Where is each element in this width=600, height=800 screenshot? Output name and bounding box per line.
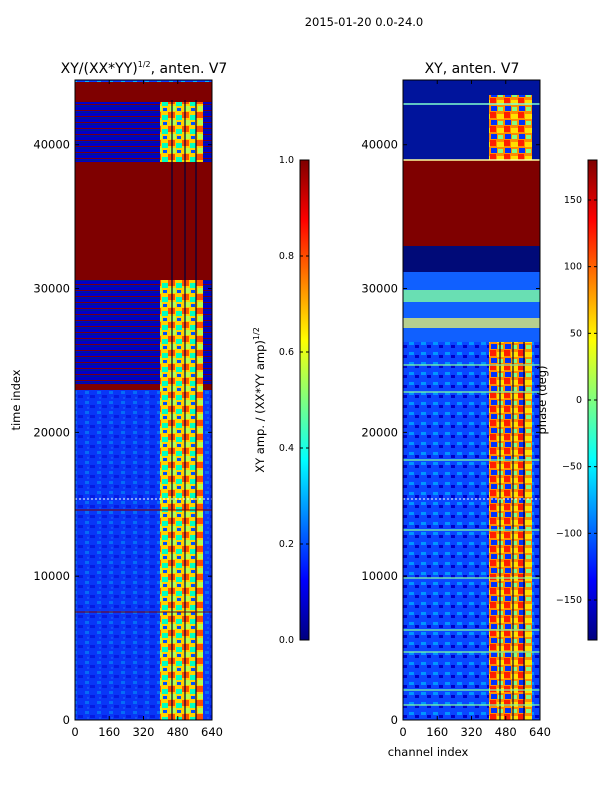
phase-colorbar-tick-label: 50	[570, 328, 582, 339]
amplitude-heatmap	[75, 80, 212, 720]
phase-x-tick-label: 320	[461, 725, 483, 739]
amplitude-colorbar-gradient	[300, 160, 309, 640]
phase-colorbar: −150 −100 −50 0 50 100 150 phase (deg)	[535, 159, 598, 641]
phase-heatmap-dark-block	[403, 246, 540, 272]
amplitude-y-axis-label: time index	[9, 369, 23, 430]
phase-colorbar-tick-label: 100	[564, 262, 582, 273]
phase-y-tick-label: 10000	[361, 569, 398, 583]
amplitude-panel-title: XY/(XX*YY)1/2, anten. V7	[61, 60, 228, 77]
amplitude-colorbar-tick-label: 0.0	[279, 635, 294, 646]
amplitude-y-tick-label: 40000	[33, 138, 70, 152]
phase-heatmap-hot-channels-top	[489, 95, 532, 160]
phase-x-tick-label: 160	[426, 725, 448, 739]
phase-x-axis-label: channel index	[388, 745, 469, 759]
amplitude-heatmap-saturated-band	[75, 384, 212, 390]
phase-heatmap-mixed-band-cyan	[403, 290, 540, 302]
phase-colorbar-label: phase (deg)	[535, 365, 549, 434]
amplitude-y-tick-label: 20000	[33, 425, 70, 439]
amplitude-x-tick-label: 320	[133, 725, 155, 739]
amplitude-colorbar-tick-label: 1.0	[279, 155, 294, 166]
amplitude-colorbar-tick-label: 0.4	[279, 443, 294, 454]
phase-axes-ticks: 0 160 320 480 640 0 10000 20000 30000 40000	[361, 80, 551, 739]
phase-panel: XY, anten. V7	[361, 61, 551, 759]
phase-heatmap-mixed-band	[403, 272, 540, 342]
amplitude-colorbar-ticks: 0.0 0.2 0.4 0.6 0.8 1.0	[279, 155, 309, 646]
amplitude-heatmap-saturated-block-over	[75, 162, 212, 280]
phase-x-tick-label: 0	[399, 725, 406, 739]
amplitude-colorbar-label: XY amp. / (XX*YY amp)1/2	[252, 327, 267, 473]
phase-colorbar-tick-label: 0	[576, 395, 582, 406]
phase-heatmap-saturated-block	[403, 160, 540, 246]
phase-colorbar-tick-label: −50	[562, 462, 582, 473]
figure-title: 2015-01-20 0.0-24.0	[305, 15, 424, 29]
amplitude-colorbar-tick-label: 0.2	[279, 539, 294, 550]
phase-heatmap-hot-channels	[489, 342, 532, 720]
phase-colorbar-ticks: −150 −100 −50 0 50 100 150	[556, 195, 597, 606]
phase-y-tick-label: 0	[391, 713, 398, 727]
amplitude-x-tick-label: 640	[201, 725, 223, 739]
amplitude-colorbar-frame	[299, 159, 310, 641]
amplitude-y-tick-label: 0	[63, 713, 70, 727]
phase-y-tick-label: 20000	[361, 425, 398, 439]
phase-x-tick-label: 640	[529, 725, 551, 739]
amplitude-y-tick-label: 10000	[33, 569, 70, 583]
amplitude-axes-ticks: 0 160 320 480 640 0 10000 20000 30000 40000	[33, 80, 223, 739]
amplitude-x-tick-label: 480	[167, 725, 189, 739]
phase-y-tick-label: 30000	[361, 282, 398, 296]
amplitude-panel: XY/(XX*YY)1/2, anten. V7 0 160 320 480 640 0 1…	[9, 60, 227, 739]
amplitude-y-tick-label: 30000	[33, 282, 70, 296]
amplitude-colorbar-tick-label: 0.8	[279, 251, 294, 262]
phase-panel-title: XY, anten. V7	[425, 61, 520, 77]
amplitude-x-tick-label: 0	[71, 725, 78, 739]
phase-colorbar-tick-label: 150	[564, 195, 582, 206]
phase-y-tick-label: 40000	[361, 138, 398, 152]
phase-heatmap	[403, 80, 540, 720]
phase-x-tick-label: 480	[495, 725, 517, 739]
amplitude-x-tick-label: 160	[98, 725, 120, 739]
phase-colorbar-gradient	[588, 160, 597, 640]
amplitude-colorbar: 0.0 0.2 0.4 0.6 0.8 1.0 XY amp. / (XX*YY amp)…	[252, 155, 310, 646]
amplitude-heatmap-saturated-cap-over	[75, 82, 212, 102]
phase-heatmap-mixed-band-yellow	[403, 318, 540, 328]
amplitude-colorbar-tick-label: 0.6	[279, 347, 294, 358]
phase-colorbar-tick-label: −150	[556, 595, 582, 606]
phase-colorbar-tick-label: −100	[556, 528, 582, 539]
